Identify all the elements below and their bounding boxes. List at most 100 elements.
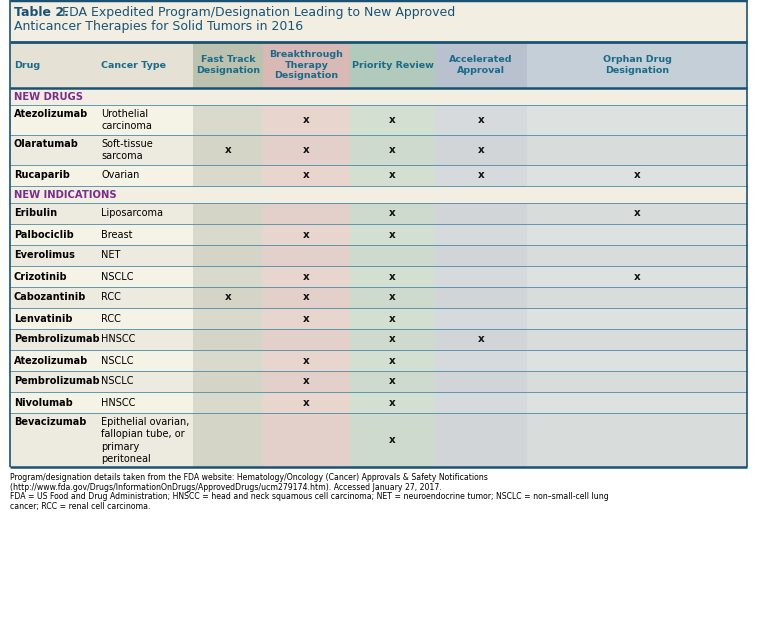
Bar bbox=[193, 135, 263, 165]
Bar bbox=[263, 165, 350, 186]
Text: Olaratumab: Olaratumab bbox=[14, 139, 79, 149]
Text: Fast Track
Designation: Fast Track Designation bbox=[196, 56, 260, 75]
Text: Liposarcoma: Liposarcoma bbox=[101, 209, 163, 218]
Text: Crizotinib: Crizotinib bbox=[14, 271, 67, 281]
Bar bbox=[435, 287, 527, 308]
Text: x: x bbox=[303, 355, 310, 365]
Text: x: x bbox=[303, 170, 310, 181]
Text: x: x bbox=[389, 355, 396, 365]
Bar bbox=[193, 224, 263, 245]
Text: Ovarian: Ovarian bbox=[101, 170, 139, 181]
Text: Nivolumab: Nivolumab bbox=[14, 397, 73, 407]
Bar bbox=[10, 245, 747, 266]
Bar bbox=[350, 266, 435, 287]
Bar bbox=[350, 392, 435, 413]
Bar bbox=[193, 245, 263, 266]
Text: x: x bbox=[634, 271, 640, 281]
Text: x: x bbox=[303, 230, 310, 239]
Bar bbox=[193, 266, 263, 287]
Bar bbox=[193, 42, 263, 88]
Bar bbox=[10, 203, 747, 224]
Text: x: x bbox=[478, 145, 484, 155]
Bar bbox=[10, 329, 747, 350]
Text: x: x bbox=[303, 271, 310, 281]
Text: Everolimus: Everolimus bbox=[14, 251, 75, 260]
Text: x: x bbox=[389, 271, 396, 281]
Bar bbox=[263, 42, 350, 88]
Text: RCC: RCC bbox=[101, 313, 121, 323]
Text: Bevacizumab: Bevacizumab bbox=[14, 417, 86, 427]
Bar bbox=[435, 329, 527, 350]
Text: x: x bbox=[389, 230, 396, 239]
Bar bbox=[193, 350, 263, 371]
Text: Atezolizumab: Atezolizumab bbox=[14, 355, 89, 365]
Bar bbox=[193, 371, 263, 392]
Bar bbox=[435, 371, 527, 392]
Bar bbox=[10, 392, 747, 413]
Bar bbox=[350, 165, 435, 186]
Bar bbox=[527, 165, 747, 186]
Bar bbox=[263, 329, 350, 350]
Text: x: x bbox=[389, 209, 396, 218]
Bar bbox=[527, 224, 747, 245]
Text: x: x bbox=[478, 115, 484, 125]
Bar bbox=[527, 329, 747, 350]
Bar bbox=[350, 105, 435, 135]
Text: Eribulin: Eribulin bbox=[14, 209, 57, 218]
Bar bbox=[527, 135, 747, 165]
Bar bbox=[435, 135, 527, 165]
Text: x: x bbox=[478, 170, 484, 181]
Text: Soft-tissue
sarcoma: Soft-tissue sarcoma bbox=[101, 139, 153, 162]
Bar bbox=[263, 392, 350, 413]
Bar bbox=[193, 392, 263, 413]
Bar bbox=[10, 413, 747, 467]
Text: NSCLC: NSCLC bbox=[101, 355, 133, 365]
Bar bbox=[350, 350, 435, 371]
Text: x: x bbox=[303, 115, 310, 125]
Text: x: x bbox=[303, 376, 310, 386]
Text: cancer; RCC = renal cell carcinoma.: cancer; RCC = renal cell carcinoma. bbox=[10, 502, 151, 510]
Text: x: x bbox=[389, 397, 396, 407]
Bar bbox=[263, 287, 350, 308]
Text: Orphan Drug
Designation: Orphan Drug Designation bbox=[603, 56, 671, 75]
Text: HNSCC: HNSCC bbox=[101, 397, 136, 407]
Bar bbox=[10, 165, 747, 186]
Bar bbox=[527, 350, 747, 371]
Bar bbox=[527, 392, 747, 413]
Bar bbox=[435, 350, 527, 371]
Bar bbox=[10, 287, 747, 308]
Text: x: x bbox=[225, 292, 232, 302]
Bar bbox=[263, 245, 350, 266]
Bar bbox=[10, 371, 747, 392]
Text: Priority Review: Priority Review bbox=[351, 60, 434, 70]
Bar bbox=[10, 186, 747, 203]
Bar bbox=[10, 42, 747, 88]
Bar bbox=[435, 392, 527, 413]
Bar bbox=[350, 42, 435, 88]
Bar bbox=[527, 105, 747, 135]
Bar bbox=[350, 371, 435, 392]
Bar bbox=[350, 287, 435, 308]
Bar bbox=[435, 165, 527, 186]
Bar bbox=[10, 350, 747, 371]
Text: x: x bbox=[303, 313, 310, 323]
Bar bbox=[350, 203, 435, 224]
Bar bbox=[435, 105, 527, 135]
Text: Program/designation details taken from the FDA website: Hematology/Oncology (Can: Program/designation details taken from t… bbox=[10, 473, 488, 482]
Bar bbox=[193, 203, 263, 224]
Bar bbox=[263, 308, 350, 329]
Text: x: x bbox=[225, 145, 232, 155]
Bar bbox=[193, 413, 263, 467]
Text: Anticancer Therapies for Solid Tumors in 2016: Anticancer Therapies for Solid Tumors in… bbox=[14, 20, 303, 33]
Text: x: x bbox=[389, 435, 396, 445]
Bar bbox=[263, 350, 350, 371]
Bar bbox=[435, 266, 527, 287]
Bar bbox=[435, 224, 527, 245]
Bar bbox=[527, 287, 747, 308]
Bar bbox=[263, 371, 350, 392]
Bar bbox=[527, 308, 747, 329]
Text: Lenvatinib: Lenvatinib bbox=[14, 313, 73, 323]
Text: x: x bbox=[303, 397, 310, 407]
Text: NSCLC: NSCLC bbox=[101, 376, 133, 386]
Text: Rucaparib: Rucaparib bbox=[14, 170, 70, 181]
